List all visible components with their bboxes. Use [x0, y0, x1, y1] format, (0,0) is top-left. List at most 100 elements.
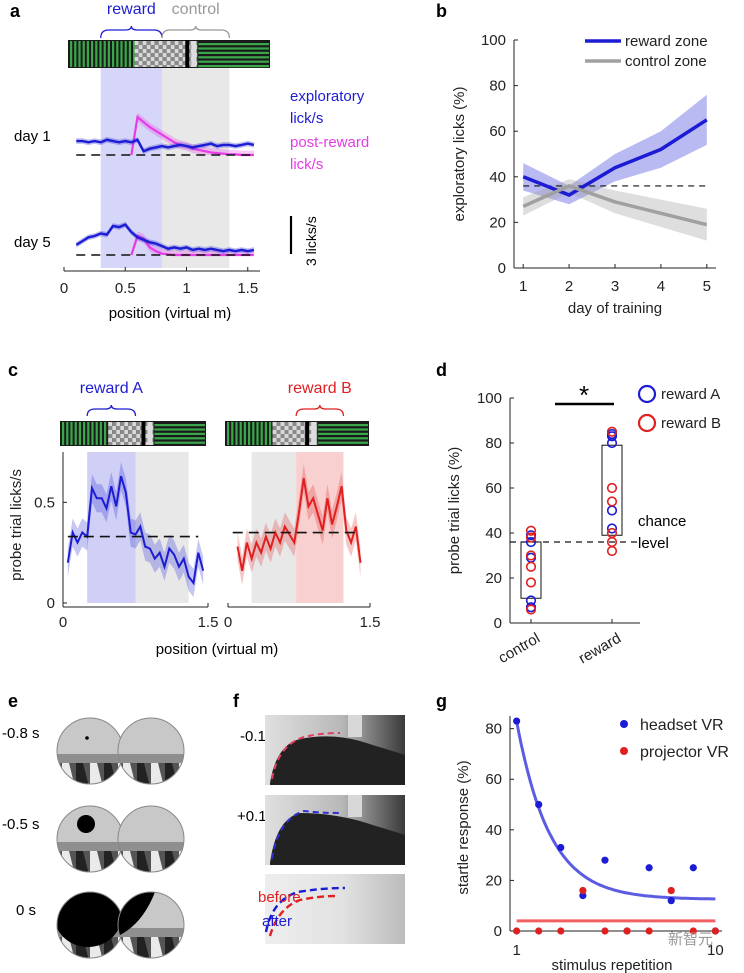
reward-zone-shading [87, 452, 136, 603]
checker-cell [108, 442, 113, 445]
data-point [606, 482, 618, 494]
checker-cell [162, 61, 167, 65]
checker-cell [142, 61, 147, 65]
a-strip-vertical-stripe [86, 41, 89, 67]
back-curve [271, 809, 341, 860]
a-strip-vertical-stripe [91, 41, 94, 67]
c-strip-checker [108, 422, 154, 445]
checker-cell [296, 434, 301, 438]
legend-label: reward A [661, 386, 720, 403]
data-point [579, 891, 587, 900]
c-strip-vertical-stripe [256, 422, 259, 445]
y-tick-label: 40 [485, 525, 502, 542]
checker-cell [316, 426, 318, 430]
floor-checker [193, 937, 207, 965]
y-tick-label: 60 [485, 480, 502, 497]
y-tick-label: 100 [477, 390, 502, 407]
c-strip-horizontal-stripe [318, 432, 368, 435]
data-point [606, 545, 618, 557]
checker-cell [316, 438, 318, 442]
checker-cell [174, 41, 179, 45]
legend-marker [620, 747, 628, 755]
data-point [645, 864, 653, 872]
y-tick-label: 0 [494, 615, 502, 632]
checker-cell [296, 438, 301, 442]
legend-postreward-line2: lick/s [290, 156, 323, 173]
data-point [601, 927, 609, 935]
c-strip-vertical-stripe [243, 422, 246, 445]
y-tick-label: 60 [485, 771, 502, 788]
checker-cell [296, 442, 301, 445]
panel-c-xlabel: position (virtual m) [156, 641, 279, 658]
checker-cell [150, 61, 155, 65]
checker-cell [138, 53, 143, 57]
data-point [606, 527, 618, 539]
a-strip-vertical-stripe [82, 41, 85, 67]
panel-letter-d: d [436, 360, 447, 380]
y-tick-label: 20 [489, 214, 506, 231]
series-line [522, 118, 708, 197]
checker-cell [124, 430, 129, 434]
x-tick-label: 3 [611, 278, 619, 295]
horizon-band [118, 842, 184, 851]
reward-brace [100, 25, 163, 39]
checker-cell [280, 434, 285, 438]
checker-cell [284, 430, 289, 434]
checker-cell [154, 41, 159, 45]
c-strip-vertical-stripe [248, 422, 251, 445]
horizon-band [57, 754, 123, 763]
data-point [623, 927, 631, 935]
c-strip-vertical-stripe [239, 422, 242, 445]
legend-marker [620, 720, 628, 728]
checker-cell [116, 430, 121, 434]
data-point [525, 550, 537, 561]
checker-cell [272, 426, 277, 430]
day1-label: day 1 [14, 128, 51, 145]
checker-cell [174, 49, 179, 53]
data-point [513, 927, 521, 935]
checker-cell [120, 438, 125, 442]
checker-cell [134, 53, 139, 57]
watermark-text: 新智元 [668, 930, 713, 948]
checker-cell [144, 422, 149, 426]
x-tick-label: 2 [565, 278, 573, 295]
checker-cell [296, 422, 301, 426]
floor-checker [137, 937, 151, 958]
panel-c: c 0 1.5 0 0.5 0 1.5 probe trial licks/s reward… [8, 360, 380, 658]
a-strip-horizontal-stripe [198, 60, 269, 63]
x-tick-label: 1 [182, 280, 190, 297]
checker-cell [144, 442, 149, 445]
checker-cell [144, 430, 149, 434]
legend-postreward-line1: post-reward [290, 134, 369, 151]
after-curve [264, 886, 346, 933]
data-point [606, 505, 618, 516]
checker-cell [166, 65, 171, 67]
a-strip-vertical-stripe [70, 41, 73, 67]
checker-cell [128, 434, 133, 438]
floor-checker [207, 763, 221, 791]
horizon-band [57, 842, 123, 851]
c-strip-horizontal-stripe [154, 441, 205, 444]
a-strip-horizontal-stripe [198, 43, 269, 46]
looming-disk [77, 815, 95, 833]
looming-disk [85, 736, 89, 740]
reward-brace [295, 404, 345, 417]
c-strip-horizontal-stripe [154, 437, 205, 440]
y-tick-label: 80 [489, 78, 506, 95]
data-point [689, 927, 697, 935]
checker-cell [276, 438, 281, 442]
floor-checker [207, 851, 221, 879]
checker-cell [124, 434, 129, 438]
checker-cell [142, 45, 147, 49]
before-curve [268, 894, 336, 937]
y-tick-label: 0 [47, 595, 55, 612]
floor-checker [179, 937, 184, 958]
floor-checker [151, 851, 165, 872]
x-tick-label: 5 [703, 278, 711, 295]
c-strip-checker [272, 422, 318, 445]
floor-checker [76, 851, 90, 872]
checker-cell [316, 442, 318, 445]
checker-cell [300, 438, 305, 442]
checker-cell [108, 434, 113, 438]
checker-cell [150, 53, 155, 57]
